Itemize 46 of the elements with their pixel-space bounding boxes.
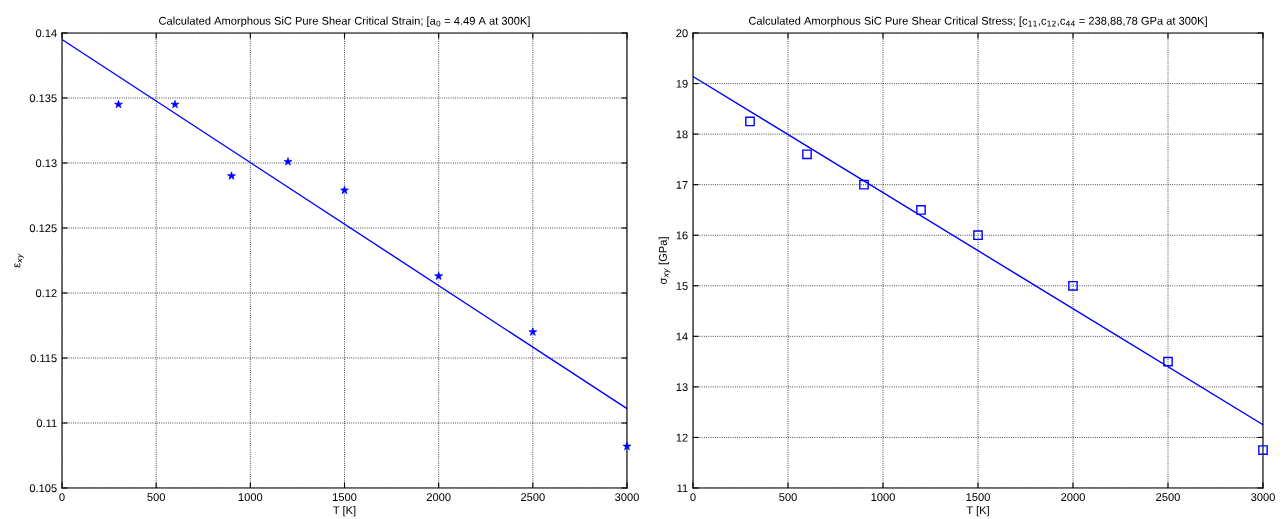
- y-axis-title: σ$_{xy}$ [GPa]: [658, 237, 671, 285]
- y-tick-label: 0.14: [35, 29, 57, 38]
- y-axis-title: ε$_{xy}$: [14, 253, 24, 268]
- y-tick-label: 0.125: [29, 224, 57, 233]
- x-tick-label: 2000: [1061, 493, 1085, 502]
- chart-title: Calculated Amorphous SiC Pure Shear Critical Stress; [c$_{11}$,c$_{12}$,c$_{44}$ = 238,88,78 GPa at 300K]: [748, 16, 1207, 27]
- y-tick-label: 11: [677, 484, 688, 493]
- y-tick-label: 0.105: [29, 484, 57, 493]
- point: [745, 116, 755, 127]
- x-axis-title: T [K]: [966, 506, 989, 517]
- point: [1258, 445, 1268, 455]
- x-tick-label: 2500: [1156, 493, 1180, 502]
- point: [1163, 356, 1173, 367]
- y-tick-label: 0.12: [35, 289, 57, 298]
- point: [859, 179, 869, 190]
- y-tick-label: 18: [676, 130, 688, 139]
- x-tick-label: 1000: [238, 493, 263, 502]
- x-tick-label: 3000: [615, 493, 639, 502]
- y-tick-label: 0.115: [30, 354, 57, 363]
- x-tick-label: 1500: [332, 493, 357, 502]
- point: [802, 149, 812, 160]
- x-tick-label: 3000: [1251, 493, 1275, 502]
- y-tick-label: 16: [676, 231, 688, 240]
- x-tick-label: 500: [147, 493, 165, 502]
- x-tick-label: 500: [779, 493, 797, 502]
- point: [916, 205, 926, 215]
- x-tick-label: 0: [690, 493, 696, 502]
- y-tick-label: 20: [676, 29, 688, 38]
- y-tick-label: 12: [676, 433, 688, 442]
- x-tick-label: 2500: [521, 493, 545, 502]
- x-tick-label: 1000: [871, 493, 895, 502]
- y-tick-label: 13: [676, 383, 688, 392]
- x-tick-label: 1500: [966, 493, 990, 502]
- y-tick-label: 14: [676, 332, 688, 341]
- y-tick-label: 0.11: [36, 419, 57, 428]
- x-axis-title: T [K]: [333, 506, 356, 517]
- point: [973, 230, 983, 241]
- y-tick-label: 0.13: [35, 159, 57, 168]
- y-tick-label: 15: [676, 282, 688, 290]
- y-tick-label: 19: [676, 79, 688, 88]
- point: [1068, 280, 1078, 291]
- x-tick-label: 0: [59, 493, 65, 502]
- y-tick-label: 17: [676, 181, 688, 189]
- chart-title: Calculated Amorphous SiC Pure Shear Critical Strain; [a$_{0}$ = 4.49 A at 300K]: [159, 16, 530, 27]
- x-tick-label: 2000: [426, 493, 451, 502]
- y-tick-label: 0.135: [29, 94, 57, 103]
